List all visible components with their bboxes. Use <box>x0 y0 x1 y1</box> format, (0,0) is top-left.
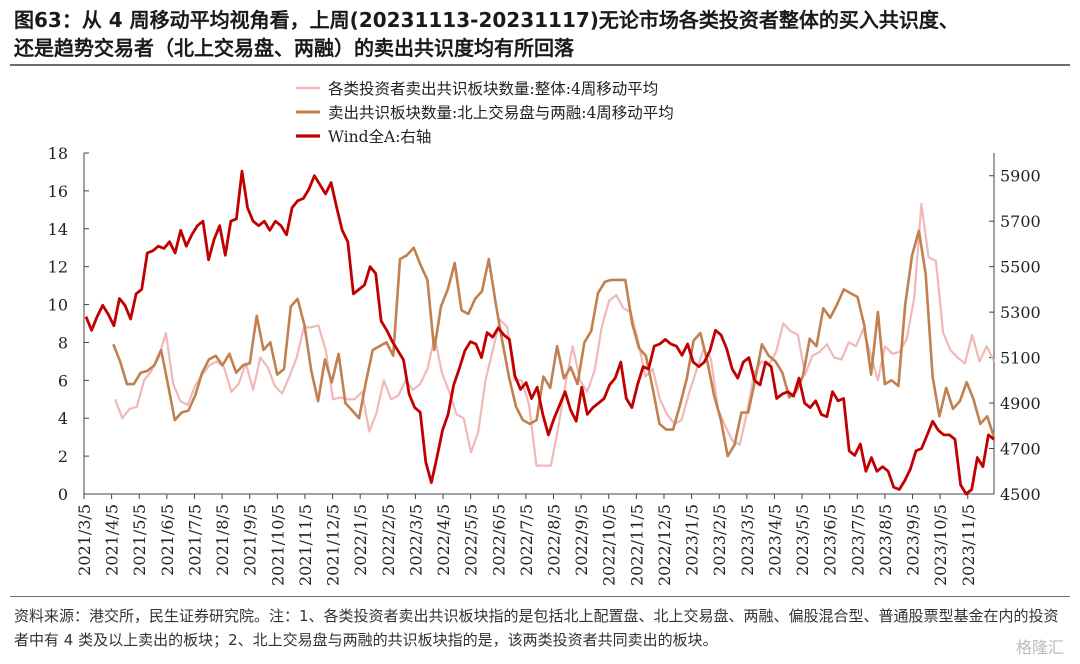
right-tick-label: 5300 <box>1000 303 1041 322</box>
x-tick-label: 2021/8/5 <box>213 504 232 576</box>
x-tick-label: 2022/9/5 <box>572 504 591 576</box>
source-divider <box>10 596 1070 597</box>
x-tick-label: 2021/3/5 <box>75 504 94 576</box>
right-tick-label: 4700 <box>1000 440 1041 459</box>
x-tick-label: 2022/1/5 <box>351 504 370 576</box>
x-tick-label: 2023/4/5 <box>765 504 784 576</box>
x-tick-label: 2022/6/5 <box>489 504 508 576</box>
legend-label-3: Wind全A:右轴 <box>328 128 431 146</box>
x-tick-label: 2023/9/5 <box>904 504 923 576</box>
x-tick-label: 2022/10/5 <box>600 504 619 586</box>
line-chart: 0 2 4 6 8 10 12 14 16 18 4500 4700 4900 5100 5300 5500 5… <box>48 80 1041 586</box>
x-tick-label: 2022/7/5 <box>517 504 536 576</box>
x-tick-label: 2023/8/5 <box>876 504 895 576</box>
x-tick-label: 2022/3/5 <box>406 504 425 576</box>
x-tick-label: 2022/11/5 <box>627 504 646 586</box>
x-tick-label: 2022/5/5 <box>462 504 481 576</box>
x-tick-label: 2021/11/5 <box>296 504 315 586</box>
left-tick-label: 4 <box>58 409 68 428</box>
title-divider <box>10 64 1070 66</box>
x-tick-label: 2021/10/5 <box>268 504 287 586</box>
right-tick-label: 4900 <box>1000 394 1041 413</box>
x-tick-label: 2023/10/5 <box>931 504 950 586</box>
source-note: 资料来源：港交所，民生证券研究院。注：1、各类投资者卖出共识板块指的是包括北上配… <box>14 607 1059 649</box>
right-tick-label: 5100 <box>1000 349 1041 368</box>
x-tick-label: 2021/6/5 <box>158 504 177 576</box>
x-tick-label: 2021/7/5 <box>185 504 204 576</box>
x-tick-label: 2023/3/5 <box>738 504 757 576</box>
left-tick-label: 2 <box>58 447 68 466</box>
watermark-logo: 格隆汇 <box>1015 638 1064 657</box>
x-tick-label: 2022/4/5 <box>434 504 453 576</box>
x-tick-label: 2021/5/5 <box>130 504 149 576</box>
series-line-2 <box>112 229 996 458</box>
left-tick-label: 14 <box>48 220 68 239</box>
left-tick-label: 8 <box>58 333 68 352</box>
left-tick-label: 0 <box>58 485 68 504</box>
right-tick-label: 5700 <box>1000 212 1041 231</box>
legend-label-2: 卖出共识板块数量:北上交易盘与两融:4周移动平均 <box>328 103 674 122</box>
left-tick-label: 10 <box>48 296 68 315</box>
figure-title-line-2: 还是趋势交易者（北上交易盘、两融）的卖出共识度均有所回落 <box>14 36 574 60</box>
figure-title: 图63：从 4 周移动平均视角看，上周(20231113-20231117)无论… <box>14 6 1070 62</box>
series-line-3 <box>84 169 995 496</box>
figure-title-line-1: 图63：从 4 周移动平均视角看，上周(20231113-20231117)无论… <box>14 8 959 32</box>
left-tick-label: 6 <box>58 371 68 390</box>
right-tick-label: 5900 <box>1000 167 1041 186</box>
left-tick-label: 16 <box>48 182 68 201</box>
x-tick-label: 2023/6/5 <box>821 504 840 576</box>
left-tick-label: 18 <box>48 144 68 163</box>
x-tick-label: 2023/2/5 <box>710 504 729 576</box>
x-tick-label: 2022/8/5 <box>544 504 563 576</box>
legend-label-1: 各类投资者卖出共识板块数量:整体:4周移动平均 <box>328 80 658 98</box>
series-line-1 <box>114 203 995 467</box>
x-tick-label: 2023/7/5 <box>848 504 867 576</box>
x-tick-label: 2021/9/5 <box>241 504 260 576</box>
right-tick-label: 4500 <box>1000 485 1041 504</box>
x-tick-label: 2022/12/5 <box>655 504 674 586</box>
x-tick-label: 2021/4/5 <box>103 504 122 576</box>
right-tick-label: 5500 <box>1000 258 1041 277</box>
x-tick-label: 2023/5/5 <box>793 504 812 576</box>
x-tick-label: 2023/1/5 <box>683 504 702 576</box>
x-tick-label: 2023/11/5 <box>959 504 978 586</box>
left-tick-label: 12 <box>48 258 68 277</box>
x-tick-label: 2022/2/5 <box>379 504 398 576</box>
x-tick-label: 2021/12/5 <box>324 504 343 586</box>
